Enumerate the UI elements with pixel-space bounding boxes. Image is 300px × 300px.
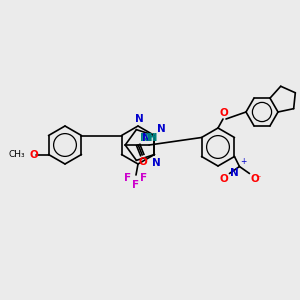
Text: O: O [30, 149, 38, 160]
Text: H: H [147, 134, 156, 143]
Text: O: O [220, 175, 229, 184]
Text: N: N [230, 167, 239, 178]
Text: O: O [250, 175, 259, 184]
Text: O: O [220, 108, 228, 118]
Text: N: N [135, 115, 143, 124]
Text: N: N [142, 134, 151, 143]
Text: O: O [139, 157, 148, 167]
Text: +: + [241, 157, 247, 166]
Text: NH: NH [140, 134, 158, 143]
Text: F: F [124, 173, 132, 183]
Text: ⁻: ⁻ [256, 175, 261, 184]
Text: F: F [140, 173, 148, 183]
Text: CH₃: CH₃ [9, 150, 26, 159]
Text: F: F [132, 180, 140, 190]
Text: N: N [158, 124, 166, 134]
Text: N: N [152, 158, 161, 168]
